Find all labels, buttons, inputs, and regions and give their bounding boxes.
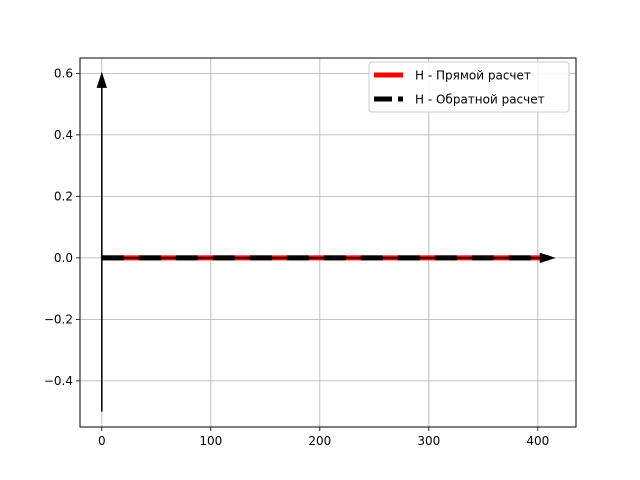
y-tick-label: 0.2 bbox=[54, 189, 73, 203]
x-tick-label: 400 bbox=[526, 434, 549, 448]
legend-box bbox=[368, 61, 570, 113]
x-tick-label: 200 bbox=[308, 434, 331, 448]
x-axis-ticks: 0 100 200 300 400 bbox=[98, 427, 549, 448]
axes-frame bbox=[79, 57, 577, 428]
y-tick-label: −0.4 bbox=[44, 374, 73, 388]
y-tick-label: 0.4 bbox=[54, 128, 73, 142]
y-tick-label: −0.2 bbox=[44, 312, 73, 326]
arrow-head bbox=[96, 71, 107, 88]
legend-label-2: H - Обратной расчет bbox=[415, 93, 545, 107]
x-tick-label: 100 bbox=[199, 434, 222, 448]
x-tick-label: 300 bbox=[417, 434, 440, 448]
legend: H - Прямой расчет H - Обратной расчет bbox=[368, 61, 570, 113]
y-tick-label: 0.0 bbox=[54, 251, 73, 265]
x-tick-label: 0 bbox=[98, 434, 106, 448]
legend-label-1: H - Прямой расчет bbox=[415, 69, 531, 83]
y-tick-label: 0.6 bbox=[54, 66, 73, 80]
y-axis-ticks: −0.4 −0.2 0.0 0.2 0.4 0.6 bbox=[44, 66, 80, 388]
arrow-head bbox=[539, 252, 556, 264]
annotations-layer bbox=[96, 71, 556, 412]
